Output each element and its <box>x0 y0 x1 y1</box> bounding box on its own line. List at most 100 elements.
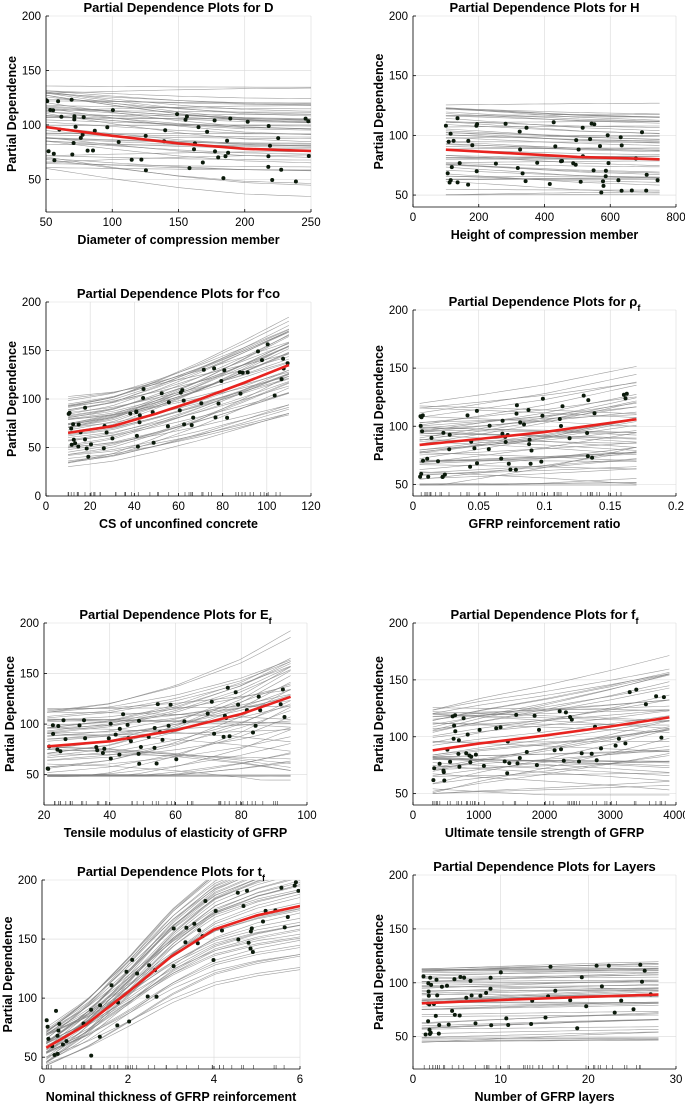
observation-point <box>505 771 510 776</box>
ice-curve <box>432 672 670 721</box>
observation-point <box>73 441 78 446</box>
ice-curve <box>445 108 660 118</box>
ice-curve <box>47 630 291 713</box>
ice-curve <box>432 737 670 794</box>
ice-curve <box>445 135 660 139</box>
observation-point <box>589 751 594 756</box>
observation-point <box>522 422 526 427</box>
observation-point <box>584 1004 589 1009</box>
ice-curve <box>68 408 289 462</box>
ice-curve <box>68 345 290 425</box>
observation-point <box>436 1031 441 1036</box>
observation-point <box>98 1003 103 1008</box>
observation-point <box>514 712 519 717</box>
observation-point <box>448 759 453 764</box>
observation-point <box>83 405 88 410</box>
observation-point <box>534 763 539 768</box>
ice-curve <box>421 988 659 996</box>
observation-point <box>475 122 480 127</box>
x-tick-label: 800 <box>666 212 685 224</box>
observation-point <box>213 149 217 154</box>
observation-point <box>520 171 525 176</box>
ice-curve <box>47 658 291 728</box>
chart-title: Partial Dependence Plots for tf <box>77 864 266 883</box>
ice-curve <box>445 163 660 168</box>
observation-point <box>200 160 205 165</box>
observation-point <box>55 1051 60 1056</box>
observation-point <box>574 138 579 143</box>
observation-point <box>76 444 81 449</box>
observation-point <box>452 977 457 982</box>
observation-point <box>599 746 603 751</box>
observation-point <box>468 978 473 983</box>
observation-point <box>174 757 179 762</box>
ice-curve <box>432 713 670 729</box>
ice-curve <box>68 328 290 401</box>
observation-point <box>458 975 463 979</box>
observation-point <box>514 403 519 408</box>
observation-point <box>282 715 287 719</box>
ice-curve <box>68 361 289 413</box>
ice-curve <box>419 407 637 418</box>
ice-curve <box>419 482 637 485</box>
observation-point <box>256 694 261 699</box>
observation-point <box>249 926 254 931</box>
ice-curve <box>68 374 290 441</box>
observation-point <box>116 140 121 144</box>
y-axis-label: Partial Dependence <box>5 341 19 457</box>
ice-curve <box>46 85 311 88</box>
observation-point <box>580 125 585 130</box>
observation-point <box>429 982 434 987</box>
observation-point <box>238 391 243 396</box>
ice-curve <box>46 151 311 156</box>
ice-curve <box>46 928 300 1051</box>
observation-point <box>654 694 659 699</box>
y-tick-label: 50 <box>395 479 408 491</box>
observation-point <box>151 440 156 445</box>
x-tick-label: 150 <box>169 217 188 229</box>
ice-curve <box>46 130 311 147</box>
x-tick-label: 0 <box>410 1074 416 1086</box>
ice-curve <box>47 736 291 768</box>
ice-curve <box>421 1004 659 1010</box>
observation-point <box>265 342 270 347</box>
observation-point <box>452 723 457 728</box>
observation-point <box>468 464 473 469</box>
ice-curve <box>68 393 289 449</box>
observation-point <box>426 993 431 998</box>
x-axis-label: Nominal thickness of GFRP reinforcement <box>46 1090 297 1104</box>
ice-curve <box>68 392 289 450</box>
observation-point <box>594 963 599 968</box>
observation-point <box>279 885 284 890</box>
observation-point <box>100 751 105 755</box>
y-tick-label: 100 <box>389 130 408 142</box>
ice-curve <box>46 102 311 130</box>
ice-curve <box>421 961 659 970</box>
observation-point <box>77 723 82 728</box>
observation-point <box>621 392 626 397</box>
observation-point <box>474 169 479 174</box>
x-axis-label: Ultimate tensile strength of GFRP <box>445 826 644 840</box>
ice-curve <box>46 908 300 1035</box>
ice-curve <box>421 1011 659 1015</box>
ice-curve <box>432 709 670 717</box>
ice-curve <box>46 107 311 135</box>
observation-point <box>245 370 250 375</box>
panel-fco: 0 20 40 60 80 100 120 0 50 100 150 200 Partial Depen… <box>5 286 321 531</box>
ice-curve <box>421 1019 659 1028</box>
observation-point <box>117 752 122 757</box>
panel-layers: 0 10 20 30 50 100 150 200 Partial Dependence Plo… <box>372 859 682 1104</box>
observation-point <box>588 137 593 142</box>
observation-point <box>143 168 148 173</box>
ice-curve <box>445 115 660 118</box>
observation-point <box>426 474 431 479</box>
observation-point <box>211 958 216 962</box>
observation-point <box>250 950 255 954</box>
ice-curve <box>432 714 670 722</box>
x-tick-label: 4000 <box>663 810 685 822</box>
observation-point <box>85 148 90 153</box>
observation-point <box>449 165 454 170</box>
observation-point <box>573 162 578 167</box>
ice-curve <box>421 991 659 1003</box>
observation-point <box>425 456 430 461</box>
